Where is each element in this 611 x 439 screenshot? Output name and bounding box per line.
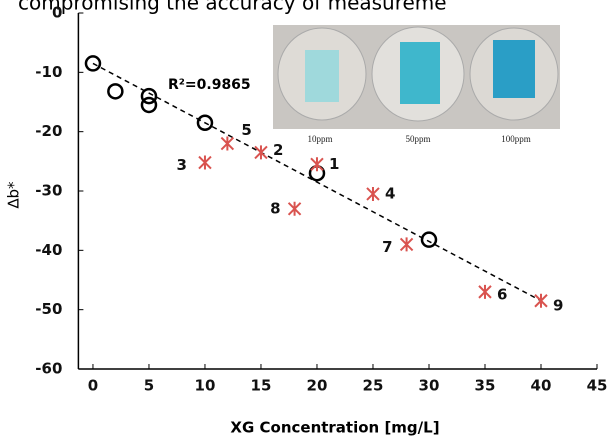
r-squared: R²=0.9865 [168, 77, 251, 93]
point-label: 8 [270, 199, 280, 217]
point [140, 96, 158, 114]
point [196, 114, 214, 132]
point-label: 3 [177, 156, 187, 174]
x-tick-label: 40 [531, 377, 552, 395]
point-label: 4 [385, 184, 395, 202]
x-tick-label: 5 [144, 377, 154, 395]
x-tick-label: 25 [363, 377, 384, 395]
y-tick-label: -40 [35, 241, 62, 259]
trendline [92, 62, 542, 302]
x-tick-label: 15 [251, 377, 272, 395]
inset-label: 100ppm [501, 134, 531, 144]
y-tick-label: -50 [35, 300, 62, 318]
point-label: 1 [329, 155, 339, 173]
inset-label: 10ppm [307, 134, 332, 144]
inset-label: 50ppm [405, 134, 430, 144]
inset-photo: 10ppm 50ppm 100ppm [273, 25, 560, 144]
point [310, 157, 324, 172]
point [84, 55, 102, 72]
x-tick-label: 30 [419, 377, 440, 395]
point [534, 293, 548, 308]
x-tick-label: 10 [195, 377, 216, 395]
point-label: 5 [241, 121, 251, 139]
point-label: 9 [553, 296, 563, 314]
x-tick-label: 45 [587, 377, 608, 395]
film [400, 42, 440, 104]
x-tick-label: 35 [475, 377, 496, 395]
x-tick-label: 20 [307, 377, 328, 395]
point [478, 284, 492, 299]
point [399, 237, 414, 252]
x-axis-label: XG Concentration [mg/L] [230, 419, 439, 437]
point-label: 7 [382, 238, 392, 256]
caption: compromising the accuracy of measureme [18, 0, 447, 15]
y-axis-label: ∆b* [5, 181, 23, 210]
point [254, 145, 268, 160]
point [420, 231, 438, 248]
y-tick-label: -20 [35, 122, 62, 140]
point [198, 155, 212, 170]
y-tick-label: -10 [35, 63, 62, 81]
x-tick-label: 0 [88, 377, 98, 395]
y-tick-label: -60 [35, 360, 62, 378]
point [287, 201, 302, 216]
point [140, 87, 158, 105]
y-tick-label: 0 [52, 4, 62, 22]
point [107, 83, 124, 100]
point-label: 6 [497, 285, 507, 303]
point-label: 2 [273, 141, 283, 159]
point [366, 186, 380, 201]
y-tick-label: -30 [35, 182, 62, 200]
point [220, 136, 235, 151]
film [493, 40, 535, 98]
film [305, 50, 339, 102]
